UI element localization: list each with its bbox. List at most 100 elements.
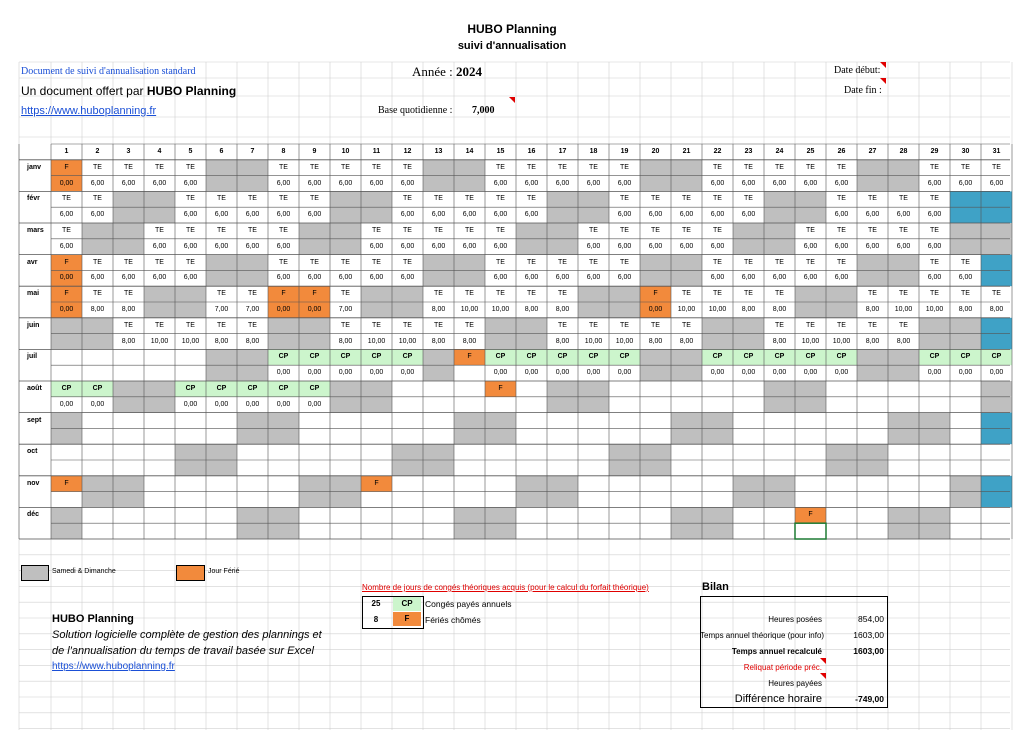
day-header-24[interactable]: 24 [775, 148, 784, 155]
day-hours-cell[interactable]: 6,00 [152, 242, 167, 250]
day-code-cell[interactable]: TE [775, 163, 784, 171]
day-hours-cell[interactable]: 6,00 [338, 179, 353, 187]
day-hours-cell[interactable]: 6,00 [865, 211, 880, 219]
day-code-cell[interactable]: TE [248, 195, 257, 203]
day-code-cell[interactable]: TE [744, 258, 753, 266]
day-code-cell[interactable]: TE [341, 163, 350, 171]
day-code-cell[interactable]: TE [713, 258, 722, 266]
day-code-cell[interactable]: TE [930, 258, 939, 266]
day-hours-cell[interactable]: 8,00 [245, 337, 260, 345]
day-hours-cell[interactable]: 6,00 [741, 179, 756, 187]
day-header-20[interactable]: 20 [651, 148, 660, 155]
day-hours-cell[interactable]: 6,00 [679, 211, 694, 219]
day-hours-cell[interactable]: 0,00 [648, 306, 663, 313]
day-hours-cell[interactable]: 0,00 [307, 400, 322, 408]
day-hours-cell[interactable]: 6,00 [121, 274, 136, 282]
day-code-cell[interactable]: TE [248, 321, 257, 329]
day-code-cell[interactable]: TE [992, 290, 1001, 298]
conges-cp-count[interactable]: 25 [371, 599, 381, 608]
day-hours-cell[interactable]: 6,00 [741, 211, 756, 219]
day-code-cell[interactable]: TE [186, 195, 195, 203]
day-code-cell[interactable]: TE [837, 163, 846, 171]
day-hours-cell[interactable]: 6,00 [524, 179, 539, 187]
day-code-cell[interactable]: TE [775, 321, 784, 329]
day-code-cell[interactable]: TE [837, 321, 846, 329]
day-code-cell[interactable]: TE [589, 163, 598, 171]
day-code-cell[interactable]: TE [403, 258, 412, 266]
day-hours-cell[interactable]: 7,00 [214, 306, 229, 313]
day-hours-cell[interactable]: 6,00 [338, 274, 353, 282]
year-value[interactable]: 2024 [456, 64, 482, 79]
day-hours-cell[interactable]: 0,00 [555, 369, 570, 377]
day-code-cell[interactable]: TE [403, 195, 412, 203]
day-header-6[interactable]: 6 [219, 148, 224, 155]
day-code-cell[interactable]: CP [960, 353, 971, 361]
day-code-cell[interactable]: TE [899, 227, 908, 234]
day-code-cell[interactable]: F [312, 290, 317, 298]
day-hours-cell[interactable]: 6,00 [431, 242, 446, 250]
day-code-cell[interactable]: TE [93, 290, 102, 298]
day-code-cell[interactable]: TE [682, 227, 691, 234]
day-hours-cell[interactable]: 6,00 [214, 242, 229, 250]
day-code-cell[interactable]: TE [527, 290, 536, 298]
day-code-cell[interactable]: TE [186, 163, 195, 171]
day-code-cell[interactable]: TE [62, 195, 71, 203]
day-code-cell[interactable]: CP [61, 385, 72, 392]
day-hours-cell[interactable]: 0,00 [741, 369, 756, 377]
day-hours-cell[interactable]: 6,00 [710, 274, 725, 282]
day-hours-cell[interactable]: 6,00 [617, 274, 632, 282]
day-code-cell[interactable]: TE [372, 258, 381, 266]
day-hours-cell[interactable]: 0,00 [989, 369, 1004, 377]
day-hours-cell[interactable]: 6,00 [183, 179, 198, 187]
day-code-cell[interactable]: CP [743, 353, 754, 361]
day-code-cell[interactable]: TE [186, 321, 195, 329]
day-code-cell[interactable]: F [64, 163, 69, 171]
day-code-cell[interactable]: F [498, 385, 503, 392]
day-hours-cell[interactable]: 6,00 [927, 242, 942, 250]
day-code-cell[interactable]: TE [186, 258, 195, 266]
day-hours-cell[interactable]: 6,00 [648, 211, 663, 219]
day-code-cell[interactable]: CP [247, 385, 258, 392]
day-code-cell[interactable]: TE [155, 321, 164, 329]
day-hours-cell[interactable]: 10,00 [150, 337, 169, 345]
day-hours-cell[interactable]: 7,00 [338, 306, 353, 313]
day-code-cell[interactable]: TE [341, 258, 350, 266]
day-code-cell[interactable]: TE [868, 290, 877, 298]
day-hours-cell[interactable]: 0,00 [586, 369, 601, 377]
day-code-cell[interactable]: TE [620, 321, 629, 329]
day-hours-cell[interactable]: 10,00 [894, 306, 913, 313]
day-hours-cell[interactable]: 6,00 [493, 242, 508, 250]
day-code-cell[interactable]: TE [403, 321, 412, 329]
day-code-cell[interactable]: TE [961, 290, 970, 298]
day-header-11[interactable]: 11 [372, 148, 381, 155]
day-code-cell[interactable]: TE [961, 163, 970, 171]
day-hours-cell[interactable]: 0,00 [214, 400, 229, 408]
day-hours-cell[interactable]: 8,00 [865, 306, 880, 313]
day-code-cell[interactable]: CP [92, 385, 103, 392]
day-code-cell[interactable]: TE [465, 290, 474, 298]
day-hours-cell[interactable]: 6,00 [927, 211, 942, 219]
day-hours-cell[interactable]: 6,00 [989, 179, 1004, 187]
day-code-cell[interactable]: TE [682, 290, 691, 298]
day-code-cell[interactable]: TE [248, 290, 257, 298]
day-code-cell[interactable]: F [467, 353, 472, 361]
day-code-cell[interactable]: TE [930, 163, 939, 171]
day-code-cell[interactable]: CP [805, 353, 816, 361]
day-hours-cell[interactable]: 6,00 [183, 274, 198, 282]
day-header-29[interactable]: 29 [930, 148, 939, 155]
day-code-cell[interactable]: TE [837, 195, 846, 203]
day-header-1[interactable]: 1 [64, 148, 69, 155]
day-header-12[interactable]: 12 [403, 148, 412, 155]
day-hours-cell[interactable]: 0,00 [710, 369, 725, 377]
day-hours-cell[interactable]: 0,00 [958, 369, 973, 377]
day-hours-cell[interactable]: 6,00 [276, 211, 291, 219]
day-hours-cell[interactable]: 6,00 [121, 179, 136, 187]
day-code-cell[interactable]: TE [651, 321, 660, 329]
day-header-2[interactable]: 2 [95, 148, 100, 155]
day-hours-cell[interactable]: 8,00 [121, 306, 136, 313]
day-code-cell[interactable]: TE [713, 195, 722, 203]
day-hours-cell[interactable]: 6,00 [555, 179, 570, 187]
day-hours-cell[interactable]: 6,00 [741, 274, 756, 282]
day-code-cell[interactable]: TE [713, 290, 722, 298]
day-hours-cell[interactable]: 6,00 [896, 242, 911, 250]
